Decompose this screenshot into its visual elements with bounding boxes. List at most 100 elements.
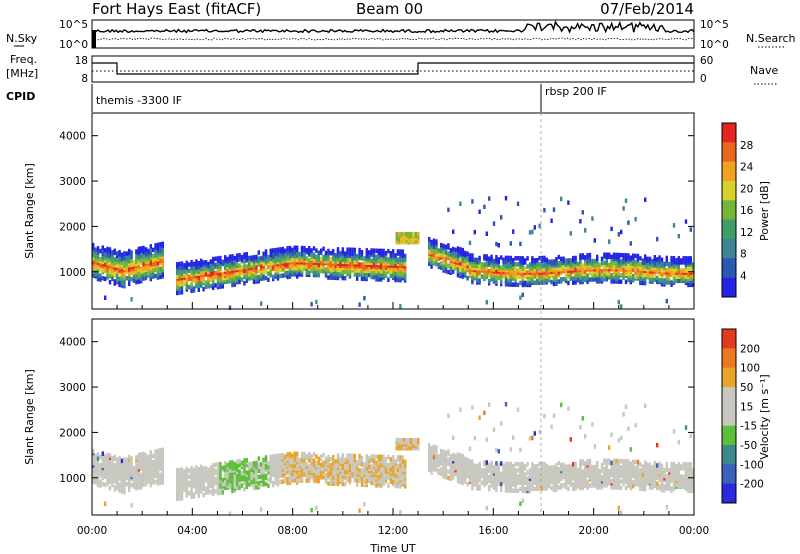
- velocity-cell: [591, 483, 594, 488]
- velocity-cell: [346, 459, 349, 465]
- velocity-cell: [632, 484, 635, 489]
- velocity-cell: [351, 453, 354, 459]
- velocity-cell: [444, 454, 448, 460]
- velocity-cell: [497, 449, 500, 454]
- velocity-cell: [99, 463, 102, 468]
- power-cell: [624, 279, 628, 285]
- velocity-cell: [372, 468, 376, 474]
- power-cell: [233, 276, 236, 281]
- power-cell: [509, 264, 512, 269]
- noise-search-label: N.Search: [746, 32, 796, 45]
- velocity-cell: [111, 462, 114, 467]
- power-cell: [603, 264, 606, 270]
- power-cell: [620, 229, 623, 235]
- velocity-cell: [267, 483, 270, 488]
- velocity-cell: [106, 452, 109, 458]
- velocity-cell: [615, 466, 618, 472]
- power-cell: [180, 285, 184, 291]
- power-cell: [341, 275, 344, 281]
- velocity-cell: [620, 465, 623, 470]
- velocity-cell: [276, 471, 280, 477]
- velocity-cell: [202, 476, 205, 481]
- power-cell: [591, 258, 594, 264]
- velocity-cell: [236, 467, 239, 473]
- power-cell: [536, 262, 539, 267]
- power-cell: [495, 241, 498, 247]
- velocity-cell: [636, 459, 640, 465]
- freq-panel: Freq. [MHz] 18 8 60 0 Nave: [6, 53, 778, 85]
- power-cell: [504, 259, 508, 265]
- power-cell: [356, 276, 359, 281]
- power-cell: [308, 258, 311, 263]
- velocity-cell: [617, 438, 620, 443]
- velocity-cell: [365, 454, 368, 459]
- power-cell: [394, 267, 397, 272]
- power-cell: [116, 251, 119, 256]
- velocity-cell: [310, 507, 313, 513]
- power-cell: [216, 256, 220, 261]
- power-cell: [538, 266, 541, 271]
- velocity-cell: [264, 481, 268, 487]
- velocity-cell: [377, 464, 380, 470]
- velocity-cell: [272, 458, 275, 463]
- power-cell: [497, 275, 500, 281]
- power-cell: [264, 275, 268, 281]
- power-cell: [689, 227, 692, 232]
- velocity-cell: [622, 412, 625, 417]
- colorbar-swatch: [722, 181, 736, 201]
- power-cell: [412, 231, 415, 237]
- velocity-cell: [104, 501, 107, 506]
- power-cell: [514, 272, 517, 277]
- power-cell: [512, 257, 515, 263]
- power-cell: [512, 282, 515, 287]
- power-cell: [591, 271, 594, 276]
- velocity-cell: [552, 413, 556, 418]
- power-cell: [492, 258, 496, 264]
- velocity-cell: [387, 483, 390, 488]
- velocity-cell: [447, 457, 450, 462]
- velocity-cell: [286, 456, 289, 461]
- velocity-cell: [101, 451, 104, 456]
- power-cell: [336, 271, 340, 277]
- power-cell: [279, 253, 282, 258]
- velocity-cell: [108, 453, 112, 458]
- velocity-cell: [106, 464, 109, 470]
- velocity-cell: [255, 470, 258, 476]
- velocity-cell: [622, 459, 625, 464]
- power-cell: [144, 257, 148, 262]
- power-cell: [276, 247, 280, 252]
- power-cell: [130, 276, 133, 282]
- velocity-cell: [437, 468, 440, 473]
- power-cell: [644, 276, 647, 282]
- power-cell: [108, 253, 112, 258]
- velocity-cell: [120, 458, 124, 464]
- power-cell: [538, 262, 541, 267]
- velocity-cell: [449, 462, 452, 467]
- power-cell: [581, 210, 584, 215]
- power-cell: [449, 252, 452, 257]
- velocity-cell: [360, 468, 364, 473]
- velocity-cell: [128, 487, 131, 492]
- velocity-cell: [262, 461, 265, 467]
- power-cell: [593, 273, 596, 278]
- power-cell: [286, 256, 289, 261]
- velocity-cell: [298, 461, 301, 467]
- power-cell: [399, 249, 402, 254]
- power-cell: [392, 273, 395, 279]
- power-cell: [680, 258, 683, 263]
- power-cell: [435, 239, 438, 244]
- beam-title: Beam 00: [356, 0, 423, 18]
- power-cell: [533, 280, 536, 285]
- power-cell: [459, 247, 462, 252]
- power-cell: [442, 249, 445, 255]
- power-cell: [617, 299, 620, 305]
- power-cell: [395, 231, 398, 237]
- velocity-cell: [233, 461, 236, 467]
- velocity-cell: [188, 480, 191, 486]
- velocity-cell: [305, 462, 308, 467]
- velocity-cell: [279, 469, 282, 474]
- velocity-cell: [286, 452, 289, 457]
- power-cell: [409, 231, 413, 237]
- velocity-cell: [291, 457, 294, 462]
- velocity-cell: [464, 464, 467, 470]
